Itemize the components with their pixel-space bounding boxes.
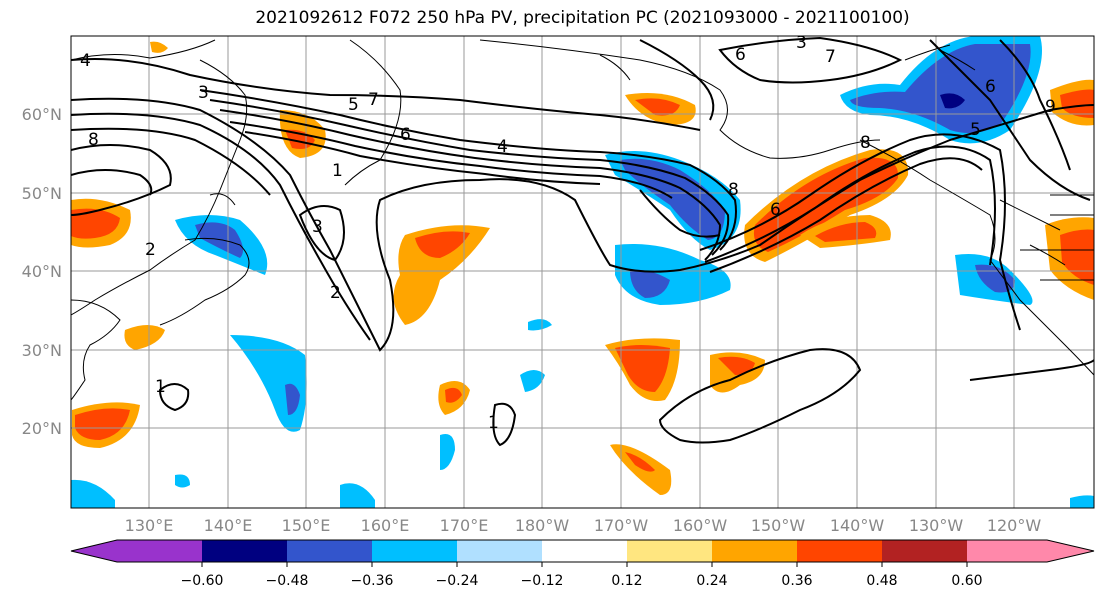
colorbar-segment: [627, 540, 712, 562]
contour-label: 4: [80, 51, 91, 71]
contour-label: 7: [368, 90, 379, 110]
map-frame: [70, 35, 1095, 509]
lon-label: 130°E: [125, 516, 174, 535]
colorbar-segment: [202, 540, 287, 562]
contour-label: 4: [497, 137, 508, 157]
contour-label: 6: [985, 77, 996, 97]
contour-label: 2: [330, 283, 341, 303]
contour-label: 1: [488, 413, 499, 433]
contour-label: 3: [312, 217, 323, 237]
contour-label: 2: [145, 240, 156, 260]
contour-label: 5: [348, 95, 359, 115]
map-title: 2021092612 F072 250 hPa PV, precipitatio…: [255, 8, 910, 28]
colorbar-extend-high: [1047, 540, 1094, 562]
lat-label: 30°N: [22, 341, 62, 360]
colorbar-tick-label: 0.36: [781, 573, 812, 589]
colorbar-segment: [797, 540, 882, 562]
contour-label: 8: [860, 133, 871, 153]
colorbar-tick-label: −0.60: [181, 573, 224, 589]
colorbar-segment: [542, 540, 627, 562]
contour-label: 8: [88, 130, 99, 150]
latitude-labels: 60°N 50°N 40°N 30°N 20°N: [22, 105, 62, 438]
lon-label: 180°W: [515, 516, 570, 535]
lon-label: 140°W: [830, 516, 885, 535]
contour-label: 6: [735, 45, 746, 65]
coastlines: [71, 39, 1094, 401]
contour-label: 8: [728, 180, 739, 200]
colorbar-tick-label: −0.12: [521, 573, 564, 589]
colorbar-segment: [117, 540, 202, 562]
lat-label: 20°N: [22, 419, 62, 438]
lon-label: 140°E: [204, 516, 253, 535]
contour-label: 3: [796, 33, 807, 53]
contour-label: 3: [198, 83, 209, 103]
colorbar-segment: [457, 540, 542, 562]
colorbar-tick-label: 0.60: [951, 573, 982, 589]
colorbar-tick-label: 0.24: [696, 573, 727, 589]
colorbar-tick-labels: −0.60 −0.48 −0.36 −0.24 −0.12 0.12 0.24 …: [181, 573, 983, 589]
lat-label: 40°N: [22, 262, 62, 281]
colorbar-tick-label: −0.24: [436, 573, 479, 589]
lat-label: 50°N: [22, 184, 62, 203]
lon-label: 130°W: [909, 516, 964, 535]
colorbar-tick-label: 0.12: [611, 573, 642, 589]
lat-label: 60°N: [22, 105, 62, 124]
colorbar-segment: [372, 540, 457, 562]
colorbar-tick-label: −0.36: [351, 573, 394, 589]
colorbar-tick-label: −0.48: [266, 573, 309, 589]
contour-labels: 4 3 8 5 6 7 1 2 4 8 6 7 3 6 8 9 5 2 3 1 …: [80, 33, 1056, 433]
longitude-labels: 130°E 140°E 150°E 160°E 170°E 180°W 170°…: [125, 516, 1042, 535]
lon-label: 160°E: [361, 516, 410, 535]
colorbar: [70, 539, 1095, 567]
colorbar-segment: [882, 540, 967, 562]
lon-label: 120°W: [987, 516, 1042, 535]
contour-label: 1: [332, 161, 343, 181]
lon-label: 160°W: [673, 516, 728, 535]
precip-negative-shading: [71, 36, 1094, 508]
contour-label: 6: [770, 200, 781, 220]
contour-label: 7: [825, 47, 836, 67]
lon-label: 170°E: [440, 516, 489, 535]
contour-label: 5: [970, 120, 981, 140]
colorbar-segment: [712, 540, 797, 562]
lon-label: 170°W: [594, 516, 649, 535]
lon-label: 150°E: [282, 516, 331, 535]
colorbar-tick-label: 0.48: [866, 573, 897, 589]
pv-contours: [71, 36, 1094, 447]
colorbar-segment: [287, 540, 372, 562]
lon-label: 150°W: [751, 516, 806, 535]
colorbar-segment: [967, 540, 1047, 562]
colorbar-extend-low: [71, 540, 117, 562]
contour-label: 6: [400, 125, 411, 145]
contour-label: 9: [1045, 97, 1056, 117]
contour-label: 1: [155, 377, 166, 397]
